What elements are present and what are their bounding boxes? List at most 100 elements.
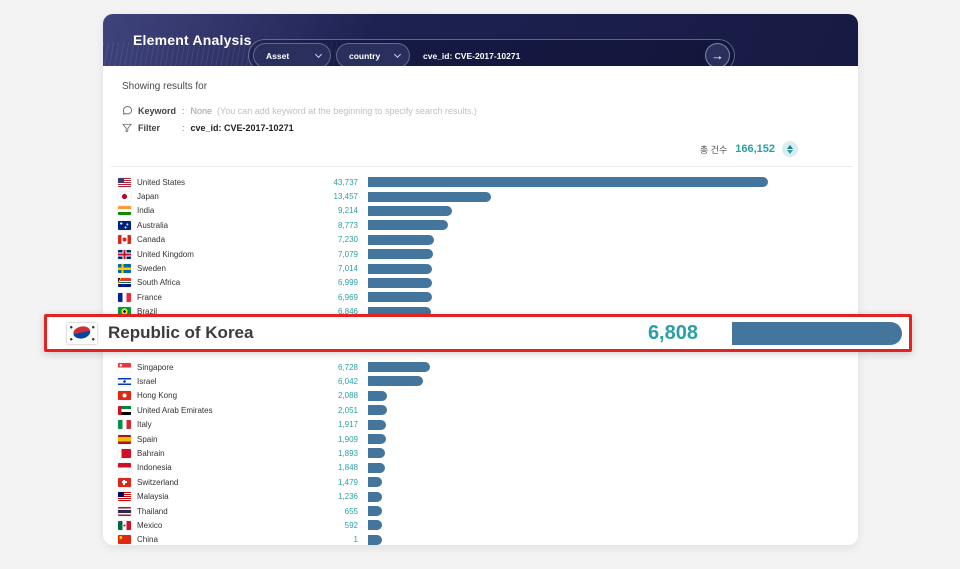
count-bar [368, 405, 387, 416]
total-row: 총 건수 166,152 [103, 136, 858, 166]
dropdown-country[interactable]: country [336, 43, 410, 66]
country-count: 6,846 [337, 307, 358, 317]
country-count: 8,773 [337, 220, 358, 230]
country-row[interactable]: Italy 1,917 [118, 417, 858, 431]
divider [111, 166, 852, 167]
flag-id-icon [118, 463, 131, 473]
country-count: 1,236 [337, 492, 358, 502]
submit-search-button[interactable]: → [705, 43, 730, 66]
flag-in-icon [118, 206, 131, 216]
country-row[interactable]: China 1 [118, 533, 858, 547]
count-bar [368, 520, 382, 531]
country-row[interactable]: United Kingdom 7,079 [118, 247, 858, 261]
flag-br-icon [118, 307, 131, 317]
country-count: 6,042 [337, 376, 358, 386]
count-bar [368, 376, 424, 387]
filter-label: Filter [138, 122, 161, 133]
country-name: United Arab Emirates [137, 405, 213, 415]
country-row[interactable]: South Africa 6,999 [118, 276, 858, 290]
count-bar [368, 362, 430, 373]
country-row[interactable]: United States 43,737 [118, 175, 858, 189]
country-name: Spain [137, 434, 158, 444]
search-bar: Asset country cve_id: CVE-2017-10271 → [248, 39, 735, 66]
count-bar [368, 263, 433, 274]
count-bar [368, 249, 433, 260]
country-count: 6,999 [337, 278, 358, 288]
results-heading: Showing results for [122, 81, 208, 92]
country-row[interactable]: Israel 6,042 [118, 374, 858, 388]
country-name: Japan [137, 192, 159, 202]
country-row[interactable]: Australia 8,773 [118, 218, 858, 232]
country-name: Mexico [137, 520, 163, 530]
country-name: Australia [137, 220, 169, 230]
filter-separator: : [182, 122, 185, 133]
highlighted-row-republic-of-korea[interactable]: Republic of Korea 6,808 [44, 314, 912, 352]
search-query-input[interactable]: cve_id: CVE-2017-10271 [423, 50, 521, 61]
country-name: Sweden [137, 264, 166, 274]
country-count: 2,088 [337, 391, 358, 401]
country-row[interactable]: Japan 13,457 [118, 189, 858, 203]
count-bar [368, 234, 435, 245]
country-name: Canada [137, 235, 166, 245]
country-bar-list: United States 43,737 Japan 13,457 India 9,214… [103, 167, 858, 547]
country-row[interactable]: Indonesia 1,848 [118, 461, 858, 475]
filter-funnel-icon [122, 123, 134, 133]
results-info: Showing results for Keyword : None (You … [103, 66, 858, 136]
count-bar [368, 419, 386, 430]
flag-ca-icon [118, 235, 131, 245]
country-count: 1,893 [337, 448, 358, 458]
highlighted-count-bar [732, 321, 902, 345]
keyword-row: Keyword : None (You can add keyword at t… [122, 102, 828, 119]
country-count: 592 [344, 520, 358, 530]
country-row[interactable]: Singapore 6,728 [118, 360, 858, 374]
country-name: Indonesia [137, 463, 172, 473]
count-bar [368, 448, 386, 459]
count-bar [368, 177, 768, 188]
country-row[interactable]: United Arab Emirates 2,051 [118, 403, 858, 417]
element-analysis-card: Element Analysis Asset country cve_id: C… [103, 14, 858, 545]
card-header: Element Analysis Asset country cve_id: C… [103, 14, 858, 66]
country-count: 1,479 [337, 477, 358, 487]
sort-down-icon [787, 149, 793, 154]
country-row[interactable]: India 9,214 [118, 204, 858, 218]
country-row[interactable]: Brazil 6,846 [118, 305, 858, 319]
sort-up-icon [787, 144, 793, 149]
country-row[interactable]: Hong Kong 2,088 [118, 389, 858, 403]
country-count: 6,728 [337, 362, 358, 372]
dropdown-asset[interactable]: Asset [253, 43, 331, 66]
flag-mx-icon [118, 520, 131, 530]
country-row[interactable]: Spain 1,909 [118, 432, 858, 446]
country-name: China [137, 535, 158, 545]
country-name: United States [137, 177, 186, 187]
flag-ae-icon [118, 405, 131, 415]
country-row[interactable]: Canada 7,230 [118, 233, 858, 247]
country-count: 655 [344, 506, 358, 516]
keyword-separator: : [182, 105, 185, 116]
country-count: 9,214 [337, 206, 358, 216]
country-count: 1,909 [337, 434, 358, 444]
country-count: 7,014 [337, 264, 358, 274]
sort-toggle-button[interactable] [782, 141, 798, 157]
arrow-right-icon: → [711, 48, 724, 63]
count-bar [368, 477, 382, 488]
country-row[interactable]: France 6,969 [118, 290, 858, 304]
country-row[interactable]: Mexico 592 [118, 518, 858, 532]
count-bar [368, 534, 382, 545]
country-row[interactable]: Thailand 655 [118, 504, 858, 518]
country-count: 2,051 [337, 405, 358, 415]
country-name: Switzerland [137, 477, 179, 487]
country-row[interactable]: Switzerland 1,479 [118, 475, 858, 489]
country-row[interactable]: Bahrain 1,893 [118, 446, 858, 460]
dropdown-country-label: country [349, 50, 381, 61]
filter-value: cve_id: CVE-2017-10271 [190, 122, 294, 133]
country-row[interactable]: Malaysia 1,236 [118, 489, 858, 503]
flag-za-icon [118, 278, 131, 288]
country-row[interactable]: Sweden 7,014 [118, 261, 858, 275]
flag-bh-icon [118, 448, 131, 458]
count-bar [368, 220, 449, 231]
keyword-note: (You can add keyword at the beginning to… [217, 105, 477, 116]
country-name: Italy [137, 420, 152, 430]
country-name: United Kingdom [137, 249, 194, 259]
count-bar [368, 277, 432, 288]
